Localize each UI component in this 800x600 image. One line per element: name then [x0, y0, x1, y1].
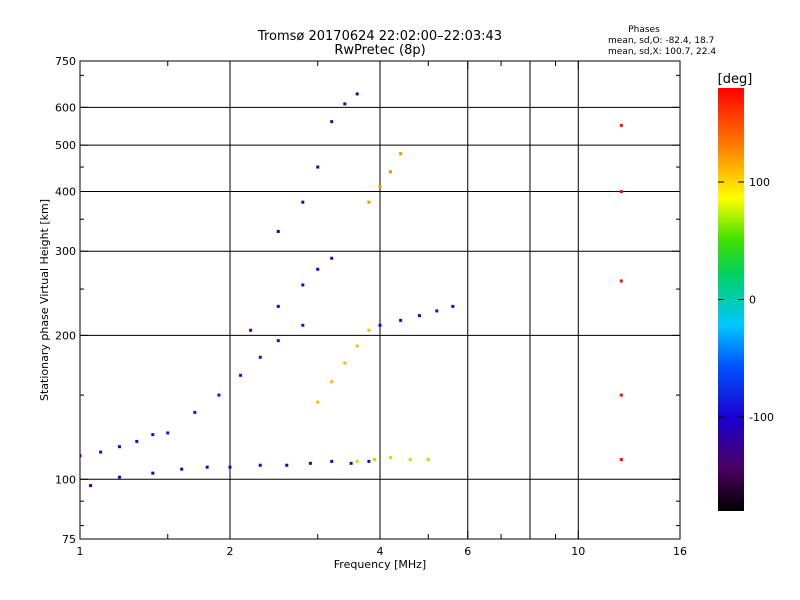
- data-point: [316, 400, 320, 404]
- y-axis-label: Stationary phase Virtual Height [km]: [38, 199, 51, 401]
- data-point: [135, 439, 139, 443]
- data-point: [367, 328, 371, 332]
- data-point: [276, 229, 280, 233]
- data-point: [426, 457, 430, 461]
- data-point: [193, 410, 197, 414]
- data-point: [316, 165, 320, 169]
- data-point: [378, 184, 382, 188]
- x-tick-label: 10: [571, 545, 585, 558]
- y-tick-label: 200: [55, 329, 76, 342]
- colorbar-tick-label: 0: [749, 294, 756, 307]
- data-point: [435, 309, 439, 313]
- y-tick-label: 100: [55, 473, 76, 486]
- data-point: [330, 459, 334, 463]
- chart-title: Tromsø 20170624 22:02:00–22:03:43: [257, 29, 502, 44]
- data-point: [619, 457, 623, 461]
- data-point: [151, 433, 155, 437]
- data-point: [285, 463, 289, 467]
- data-point: [117, 445, 121, 449]
- data-point: [399, 318, 403, 322]
- data-point: [166, 431, 170, 435]
- data-point: [308, 461, 312, 465]
- data-point: [151, 471, 155, 475]
- colorbar-tick-label: -100: [749, 411, 774, 424]
- data-point: [399, 152, 403, 156]
- data-point: [276, 304, 280, 308]
- data-point: [355, 92, 359, 96]
- data-point: [180, 467, 184, 471]
- x-tick-label: 2: [227, 545, 234, 558]
- colorbar-ticks: 100 0 -100: [718, 176, 774, 424]
- y-tick-label: 500: [55, 139, 76, 152]
- data-point: [249, 328, 253, 332]
- data-point: [408, 457, 412, 461]
- data-point: [301, 200, 305, 204]
- data-point: [217, 393, 221, 397]
- data-point: [349, 461, 353, 465]
- x-tick-label: 1: [77, 545, 84, 558]
- data-point: [389, 456, 393, 460]
- data-point: [367, 200, 371, 204]
- x-axis-label: Frequency [MHz]: [334, 558, 426, 571]
- y-tick-label: 300: [55, 245, 76, 258]
- data-point: [316, 267, 320, 271]
- data-point: [355, 344, 359, 348]
- data-point: [228, 465, 232, 469]
- data-point: [378, 323, 382, 327]
- data-point: [373, 457, 377, 461]
- data-point: [301, 283, 305, 287]
- data-point: [389, 170, 393, 174]
- data-point: [205, 465, 209, 469]
- data-point: [301, 323, 305, 327]
- data-point: [330, 120, 334, 124]
- data-point: [343, 102, 347, 106]
- legend-mean-o: mean, sd,O: -82.4, 18.7: [608, 36, 714, 46]
- data-point: [619, 123, 623, 127]
- data-point: [80, 454, 82, 458]
- y-tick-label: 75: [62, 533, 76, 546]
- data-point: [343, 361, 347, 365]
- legend-mean-x: mean, sd,X: 100.7, 22.4: [608, 47, 716, 57]
- x-tick-label: 16: [673, 545, 687, 558]
- data-point: [258, 463, 262, 467]
- data-point: [99, 450, 103, 454]
- y-tick-label: 750: [55, 55, 76, 68]
- legend-heading: Phases: [628, 25, 660, 35]
- data-point: [355, 459, 359, 463]
- data-point: [367, 459, 371, 463]
- data-point: [330, 380, 334, 384]
- axis-ticks: 1 2 4 6 10 16 75 100 200 300 400 500 600 750: [55, 55, 687, 558]
- data-point: [258, 355, 262, 359]
- chart-subtitle: RwPretec (8p): [334, 43, 425, 58]
- data-point: [89, 484, 93, 488]
- data-point: [619, 393, 623, 397]
- data-point: [619, 279, 623, 283]
- y-tick-label: 400: [55, 185, 76, 198]
- x-tick-label: 4: [377, 545, 384, 558]
- data-point: [276, 339, 280, 343]
- x-tick-label: 6: [464, 545, 471, 558]
- data-point: [239, 373, 243, 377]
- y-tick-label: 600: [55, 101, 76, 114]
- data-point: [451, 304, 455, 308]
- grid: [80, 61, 680, 539]
- colorbar-tick-label: 100: [749, 176, 770, 189]
- data-points: [80, 92, 623, 488]
- data-point: [330, 256, 334, 260]
- data-point: [417, 314, 421, 318]
- data-point: [117, 475, 121, 479]
- colorbar-label: [deg]: [718, 72, 753, 87]
- data-point: [619, 189, 623, 193]
